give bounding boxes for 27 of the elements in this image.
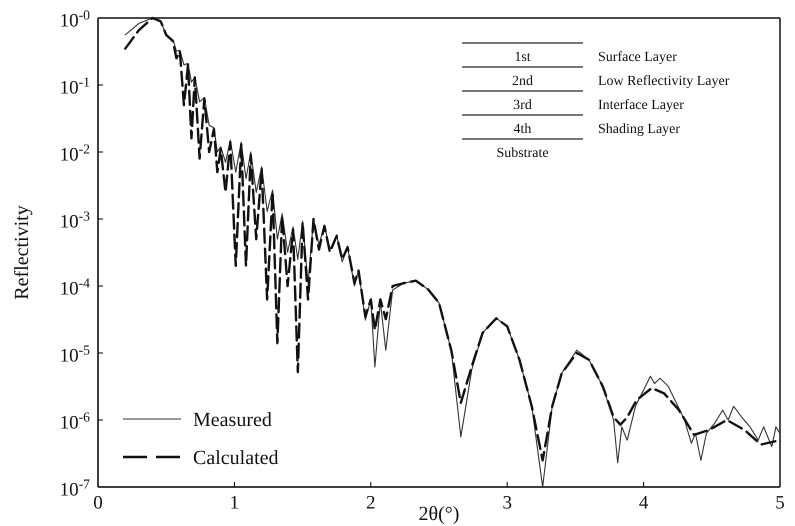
x-tick-label: 1 — [230, 492, 240, 514]
x-tick-label: 4 — [638, 492, 649, 514]
x-tick-label: 5 — [775, 492, 785, 514]
annotation: Shading Layer — [598, 122, 680, 137]
annotation: 1st — [514, 50, 531, 65]
y-tick-label: 10$^{-6}$ — [60, 409, 90, 434]
y-tick-label: 10$^{-7}$ — [60, 476, 90, 501]
y-tick-label: 10$^{-4}$ — [60, 275, 90, 300]
y-tick-label: 10$^{-5}$ — [60, 342, 90, 367]
x-axis-title: 2θ(°) — [418, 503, 460, 525]
y-tick-label: 10$^{-1}$ — [60, 74, 90, 99]
legend-label: Calculated — [193, 447, 279, 469]
annotation: Substrate — [496, 146, 549, 161]
annotation: 2nd — [512, 74, 533, 89]
annotation: Interface Layer — [598, 98, 684, 113]
legend-label: Measured — [193, 409, 272, 431]
y-axis-title: Reflectivity — [11, 205, 33, 300]
y-tick-label: 10$^{-2}$ — [60, 141, 90, 166]
y-tick-label: 10$^{-0}$ — [60, 7, 90, 32]
annotation: 4th — [514, 122, 532, 137]
annotation: 3rd — [513, 98, 532, 113]
x-tick-label: 3 — [502, 492, 512, 514]
x-tick-label: 0 — [93, 492, 103, 514]
annotation: Surface Layer — [598, 50, 678, 65]
annotation: Low Reflectivity Layer — [598, 74, 730, 89]
y-tick-label: 10$^{-3}$ — [60, 208, 90, 233]
x-tick-label: 2 — [366, 492, 376, 514]
